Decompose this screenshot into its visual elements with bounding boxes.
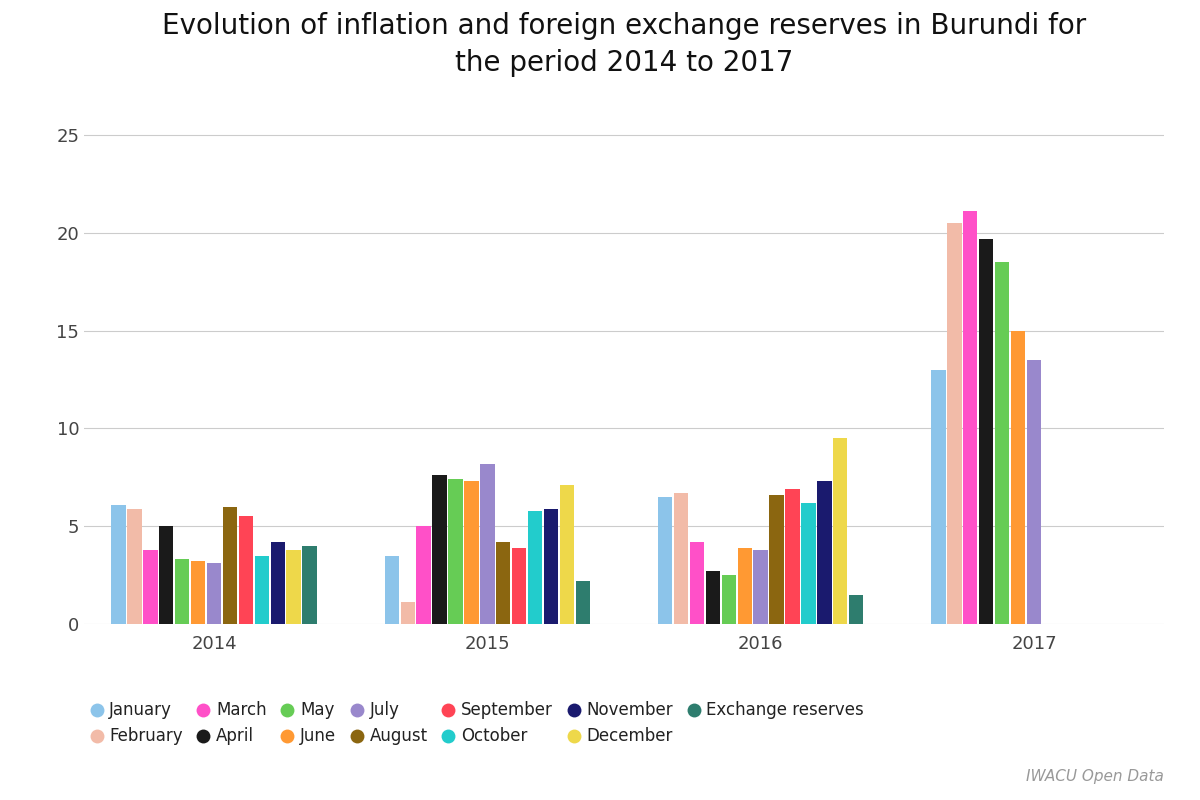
Bar: [432, 475, 446, 624]
Bar: [785, 489, 799, 624]
Bar: [1010, 330, 1025, 624]
Bar: [449, 479, 463, 624]
Bar: [738, 548, 752, 624]
Bar: [706, 571, 720, 624]
Bar: [995, 262, 1009, 624]
Bar: [1027, 360, 1042, 624]
Legend: January, February, March, April, May, June, July, August, September, October, No: January, February, March, April, May, Ju…: [92, 701, 864, 746]
Bar: [385, 555, 398, 624]
Bar: [544, 509, 558, 624]
Bar: [754, 550, 768, 624]
Bar: [464, 482, 479, 624]
Bar: [160, 526, 174, 624]
Bar: [931, 370, 946, 624]
Bar: [254, 555, 269, 624]
Bar: [223, 506, 238, 624]
Bar: [143, 550, 157, 624]
Bar: [690, 542, 704, 624]
Bar: [206, 563, 221, 624]
Bar: [833, 438, 847, 624]
Bar: [559, 485, 574, 624]
Bar: [512, 548, 527, 624]
Bar: [674, 493, 689, 624]
Title: Evolution of inflation and foreign exchange reserves in Burundi for
the period 2: Evolution of inflation and foreign excha…: [162, 12, 1086, 77]
Bar: [528, 510, 542, 624]
Bar: [496, 542, 510, 624]
Bar: [287, 550, 301, 624]
Bar: [302, 546, 317, 624]
Bar: [191, 562, 205, 624]
Bar: [769, 495, 784, 624]
Bar: [979, 238, 994, 624]
Bar: [270, 542, 284, 624]
Bar: [964, 211, 978, 624]
Bar: [239, 517, 253, 624]
Bar: [947, 223, 961, 624]
Bar: [850, 594, 863, 624]
Bar: [416, 526, 431, 624]
Bar: [480, 464, 494, 624]
Bar: [112, 505, 126, 624]
Bar: [576, 581, 590, 624]
Bar: [127, 509, 142, 624]
Bar: [401, 602, 415, 624]
Bar: [817, 482, 832, 624]
Bar: [721, 575, 736, 624]
Bar: [175, 559, 190, 624]
Text: IWACU Open Data: IWACU Open Data: [1026, 769, 1164, 784]
Bar: [658, 497, 672, 624]
Bar: [802, 502, 816, 624]
